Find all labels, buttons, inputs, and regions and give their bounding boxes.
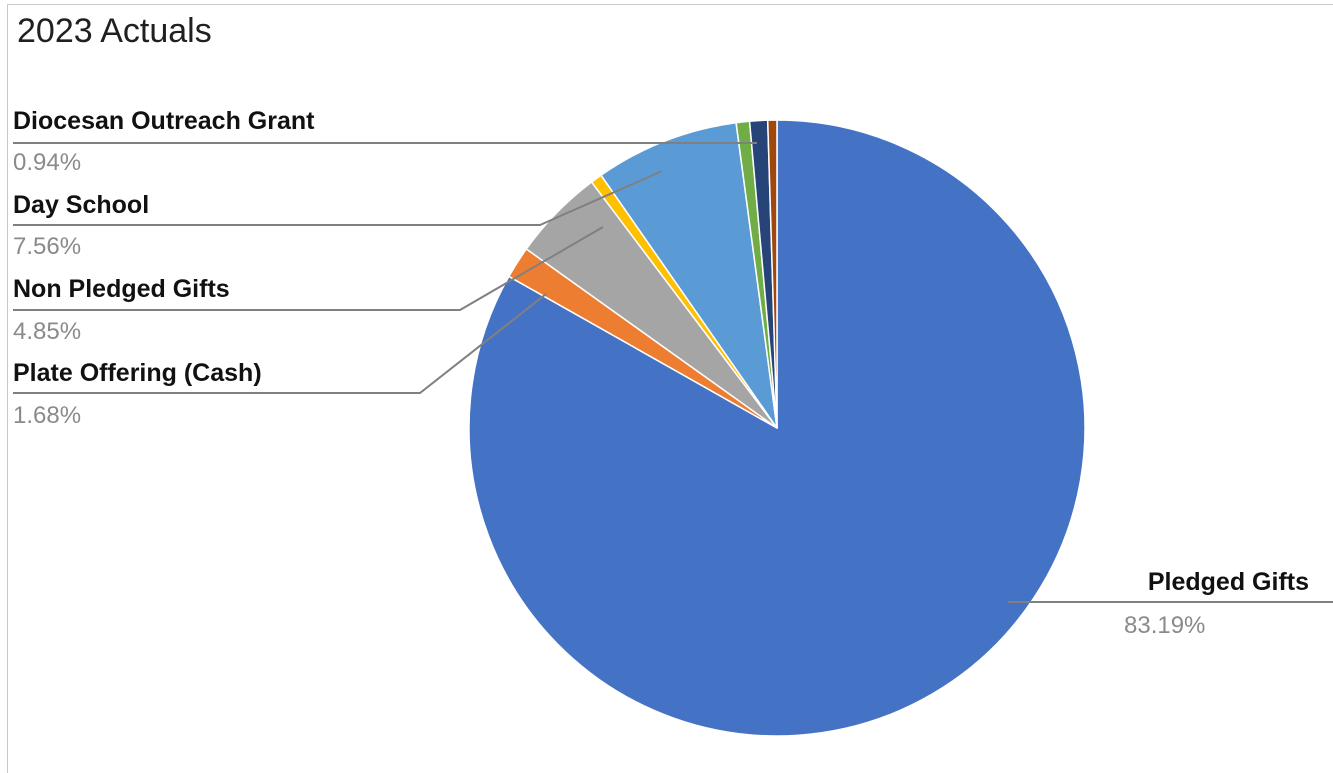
label-percent-non-pledged-gifts: 4.85% [13,318,81,345]
label-name-day-school: Day School [13,191,149,219]
label-percent-plate-offering-cash: 1.68% [13,402,81,429]
leader-lines [13,142,1333,603]
pie-slices [468,119,1086,737]
label-name-diocesan-outreach-grant: Diocesan Outreach Grant [13,107,315,135]
leader-line-non-pledged-gifts [13,226,604,311]
label-name-non-pledged-gifts: Non Pledged Gifts [13,275,230,303]
leader-line-day-school [13,170,663,226]
leader-line-plate-offering-cash [13,293,547,394]
pie-slice-day-school [599,121,778,429]
pie-slice-unlabeled-7 [766,119,778,429]
label-percent-pledged-gifts: 83.19% [1124,612,1205,639]
chart-area [7,4,1333,773]
label-name-plate-offering-cash: Plate Offering (Cash) [13,359,262,387]
data-labels: Pledged Gifts 83.19% Plate Offering (Cash)… [13,107,1309,639]
label-percent-diocesan-outreach-grant: 0.94% [13,149,81,176]
label-percent-day-school: 7.56% [13,233,81,260]
chart-title: 2023 Actuals [17,12,212,50]
pie-slice-pledged-gifts [468,119,1086,737]
label-name-pledged-gifts: Pledged Gifts [1148,568,1309,596]
